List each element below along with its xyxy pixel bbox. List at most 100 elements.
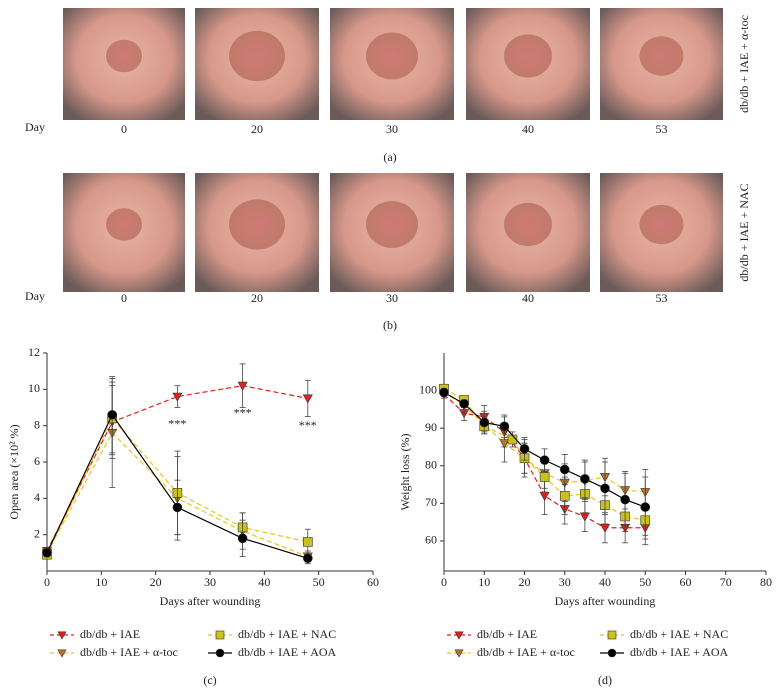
legend-symbol xyxy=(215,648,225,658)
x-tick-label: 60 xyxy=(680,575,692,589)
day-value: 40 xyxy=(522,291,534,305)
x-tick-label: 40 xyxy=(258,575,270,589)
legend-symbol xyxy=(57,649,67,658)
legend-label: db/db + IAE + NAC xyxy=(630,627,728,641)
point xyxy=(42,548,52,558)
point xyxy=(640,502,651,512)
point xyxy=(580,474,590,484)
point xyxy=(172,392,183,402)
legend-symbol xyxy=(57,631,67,640)
y-tick-label: 2 xyxy=(34,526,40,540)
chart-caption: (d) xyxy=(598,673,612,687)
point xyxy=(539,455,550,465)
y-tick-label: 12 xyxy=(28,345,40,359)
significance-mark: *** xyxy=(234,405,252,419)
point xyxy=(559,464,570,475)
y-tick-label: 8 xyxy=(34,417,40,431)
legend-symbol xyxy=(454,649,464,658)
x-tick-label: 0 xyxy=(441,575,447,589)
legend-symbol xyxy=(454,631,464,640)
point xyxy=(439,387,449,398)
legend-symbol xyxy=(607,648,617,658)
point xyxy=(519,444,530,454)
x-tick-label: 10 xyxy=(478,575,490,589)
point xyxy=(539,472,550,482)
wound-area xyxy=(366,201,418,248)
day-value: 20 xyxy=(251,122,263,136)
day-value: 20 xyxy=(251,291,263,305)
chart: 0 10 20 30 40 50 60 2 4 6 8 10 12 Days after wounding… xyxy=(7,345,379,687)
y-axis-label: Weight loss (%) xyxy=(398,433,412,510)
point xyxy=(302,537,313,547)
x-tick-label: 10 xyxy=(95,575,107,589)
point xyxy=(302,553,313,564)
point xyxy=(107,409,117,420)
day-value: 0 xyxy=(121,291,127,305)
wound-area xyxy=(504,34,552,78)
wound-area xyxy=(366,32,418,80)
day-value: 53 xyxy=(656,122,668,136)
y-tick-label: 60 xyxy=(425,533,437,547)
day-value: 30 xyxy=(386,122,398,136)
panel-caption: (a) xyxy=(383,150,396,164)
legend-label: db/db + IAE + NAC xyxy=(238,627,336,641)
wound-area xyxy=(106,39,142,73)
significance-mark: *** xyxy=(299,418,317,432)
x-tick-label: 0 xyxy=(44,575,50,589)
x-axis-label: Days after wounding xyxy=(555,594,656,608)
x-tick-label: 50 xyxy=(313,575,325,589)
point xyxy=(172,502,183,513)
legend-label: db/db + IAE xyxy=(477,627,537,641)
panel-caption: (b) xyxy=(383,318,397,332)
point xyxy=(302,394,313,404)
day-value: 53 xyxy=(656,291,668,305)
x-tick-label: 40 xyxy=(599,575,611,589)
x-tick-label: 60 xyxy=(367,575,379,589)
x-tick-label: 30 xyxy=(559,575,571,589)
group-label: db/db + IAE + α-toc xyxy=(737,15,751,113)
wound-area xyxy=(639,204,684,245)
day-value: 30 xyxy=(386,291,398,305)
legend-symbol xyxy=(215,630,225,640)
x-tick-label: 70 xyxy=(720,575,732,589)
x-tick-label: 20 xyxy=(519,575,531,589)
point xyxy=(237,533,248,544)
y-tick-label: 80 xyxy=(425,458,437,472)
point xyxy=(459,398,469,409)
y-axis-label: Open area (×10² %) xyxy=(7,424,21,519)
legend-label: db/db + IAE xyxy=(80,627,140,641)
legend-symbol xyxy=(607,630,617,640)
x-tick-label: 50 xyxy=(639,575,651,589)
point xyxy=(499,421,510,432)
legend-label: db/db + IAE + α-toc xyxy=(80,645,178,659)
x-tick-label: 20 xyxy=(150,575,162,589)
y-tick-label: 10 xyxy=(28,381,40,395)
y-tick-label: 70 xyxy=(425,495,437,509)
x-tick-label: 30 xyxy=(204,575,216,589)
legend-label: db/db + IAE + AOA xyxy=(630,645,729,659)
y-tick-label: 100 xyxy=(419,382,437,396)
wound-area xyxy=(229,30,285,82)
point xyxy=(600,483,610,494)
x-tick-label: 80 xyxy=(760,575,772,589)
day-value: 0 xyxy=(121,122,127,136)
point xyxy=(499,439,510,449)
y-tick-label: 90 xyxy=(425,420,437,434)
y-tick-label: 4 xyxy=(34,490,40,504)
day-value: 40 xyxy=(522,122,534,136)
point xyxy=(620,494,630,505)
point xyxy=(579,512,590,522)
x-axis-label: Days after wounding xyxy=(160,594,261,608)
wound-area xyxy=(106,208,142,241)
point xyxy=(539,491,550,501)
wound-area xyxy=(229,199,285,250)
point xyxy=(237,381,248,391)
group-label: db/db + IAE + NAC xyxy=(737,183,751,281)
wound-area xyxy=(504,202,552,247)
day-label: Day xyxy=(25,120,45,134)
legend-label: db/db + IAE + α-toc xyxy=(477,645,575,659)
point xyxy=(479,417,490,428)
legend-label: db/db + IAE + AOA xyxy=(238,645,337,659)
significance-mark: *** xyxy=(168,416,186,430)
